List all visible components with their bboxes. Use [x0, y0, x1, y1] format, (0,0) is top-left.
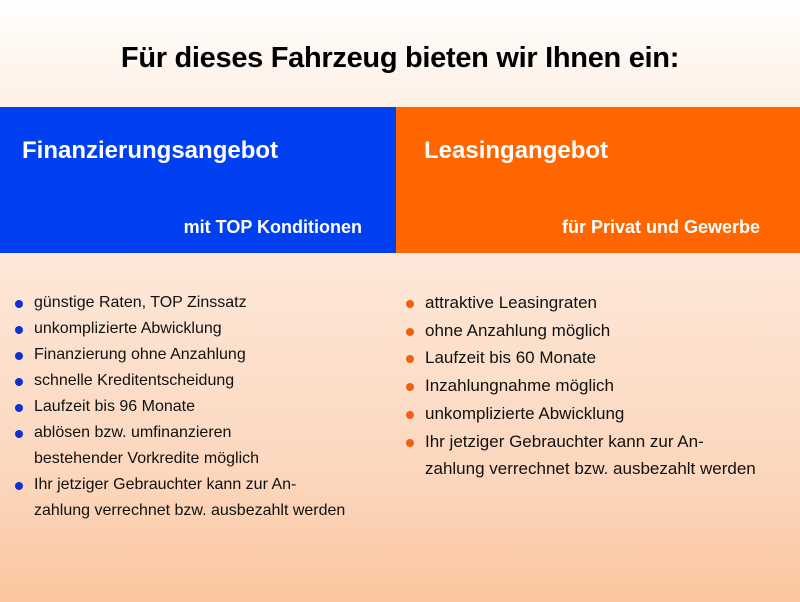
list-item: attraktive Leasingraten — [405, 289, 800, 317]
list-item: ablösen bzw. umfinanzieren bestehender Vo… — [14, 420, 394, 472]
list-item-text: Laufzeit bis 60 Monate — [425, 348, 597, 368]
leasing-list: attraktive Leasingraten ohne Anzahlung mö… — [405, 289, 800, 483]
bullet-icon — [406, 355, 414, 364]
list-item-text: Laufzeit bis 96 Monate — [34, 398, 195, 415]
bullet-icon — [406, 327, 414, 336]
list-item: unkomplizierte Abwicklung — [405, 400, 800, 428]
bullet-icon — [15, 404, 23, 412]
leasing-subheading: für Privat und Gewerbe — [561, 217, 760, 237]
list-item-text: Ihr jetziger Gebrauchter kann zur An-zah… — [34, 476, 346, 519]
list-item-text: attraktive Leasingraten — [425, 293, 597, 312]
list-item: ohne Anzahlung möglich — [405, 317, 800, 345]
leasing-heading: Leasingangebot — [424, 137, 609, 164]
bullet-icon — [15, 326, 23, 334]
bullet-icon — [406, 300, 414, 308]
list-item-text: ablösen bzw. umfinanzieren bestehender Vo… — [34, 424, 260, 467]
bullet-icon — [15, 352, 23, 360]
list-item-text: Ihr jetziger Gebrauchter kann zur An-zah… — [425, 431, 756, 479]
bullet-icon — [15, 378, 23, 386]
bullet-icon — [406, 410, 414, 419]
list-item-text: günstige Raten, TOP Zinssatz — [34, 294, 247, 311]
list-item-text: schnelle Kreditentscheidung — [34, 372, 235, 389]
bullet-icon — [406, 383, 414, 392]
list-item: Ihr jetziger Gebrauchter kann zur An-zah… — [405, 428, 800, 483]
list-item: Laufzeit bis 60 Monate — [405, 344, 800, 372]
list-item-text: Finanzierung ohne Anzahlung — [34, 346, 246, 363]
list-item-text: ohne Anzahlung möglich — [425, 320, 611, 340]
page-title: Für dieses Fahrzeug bieten wir Ihnen ein… — [120, 42, 680, 74]
list-item-text: unkomplizierte Abwicklung — [34, 320, 222, 337]
list-item: Finanzierung ohne Anzahlung — [14, 342, 394, 368]
list-item: schnelle Kreditentscheidung — [14, 368, 394, 394]
list-item: günstige Raten, TOP Zinssatz — [14, 290, 394, 316]
bullet-icon — [406, 438, 414, 447]
list-item: Ihr jetziger Gebrauchter kann zur An-zah… — [14, 472, 394, 524]
list-item-text: unkomplizierte Abwicklung — [425, 403, 625, 423]
list-item-text: Inzahlungnahme möglich — [425, 376, 615, 396]
list-item: unkomplizierte Abwicklung — [14, 316, 394, 342]
list-item: Inzahlungnahme möglich — [405, 372, 800, 400]
leasing-panel: Leasingangebot für Privat und Gewerbe — [396, 107, 800, 253]
list-item: Laufzeit bis 96 Monate — [14, 394, 394, 420]
bullet-icon — [15, 300, 23, 308]
bullet-icon — [15, 482, 23, 490]
bullet-icon — [15, 430, 23, 438]
financing-list: günstige Raten, TOP Zinssatz unkomplizier… — [14, 290, 394, 524]
financing-subheading: mit TOP Konditionen — [183, 217, 362, 237]
financing-heading: Finanzierungsangebot — [22, 137, 279, 164]
financing-panel: Finanzierungsangebot mit TOP Konditionen — [0, 107, 396, 253]
